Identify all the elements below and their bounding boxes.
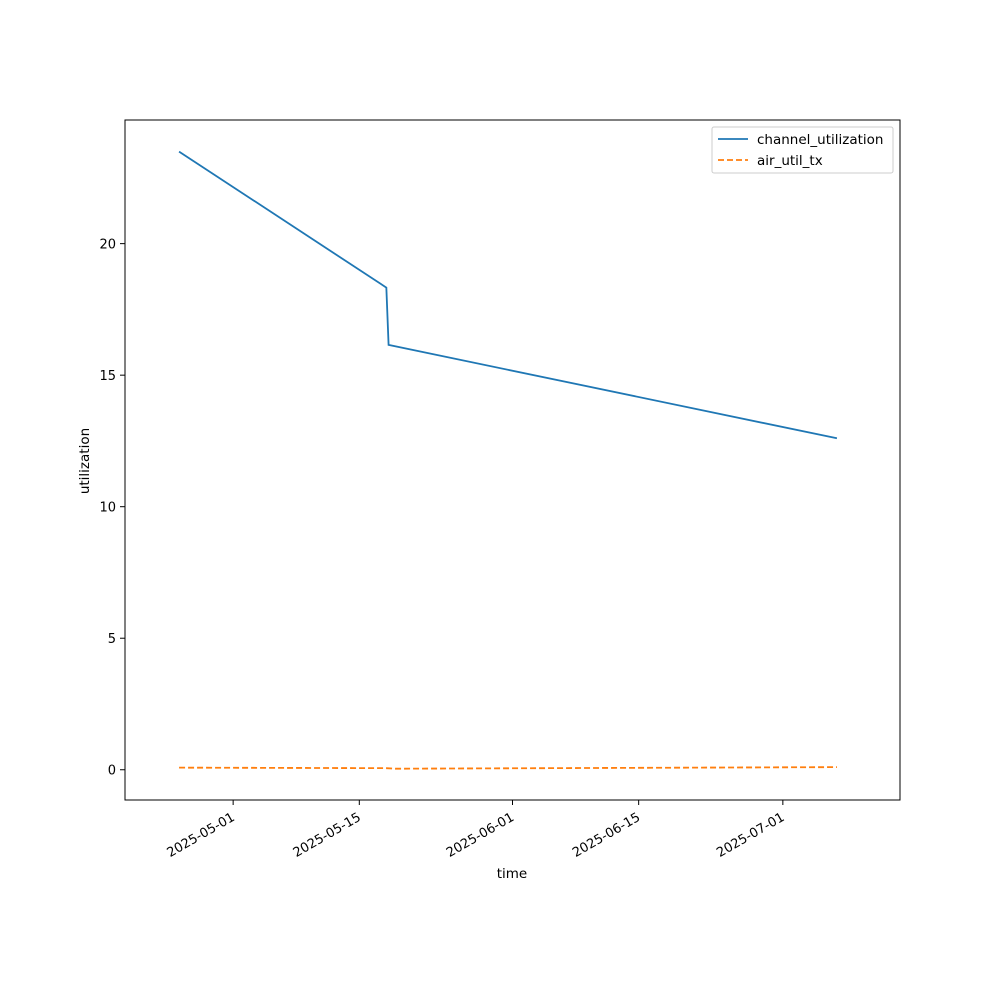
- x-tick-label: 2025-06-01: [444, 810, 517, 861]
- series-line-0: [178, 150, 838, 440]
- legend-label-0: channel_utilization: [757, 132, 884, 148]
- legend-label-1: air_util_tx: [757, 153, 823, 169]
- legend-box: [711, 126, 894, 174]
- y-axis: 0 5 10 15 20: [99, 238, 125, 779]
- x-tick-label: 2025-05-01: [165, 810, 238, 861]
- x-tick-label: 2025-05-15: [291, 810, 364, 861]
- y-tick-label: 0: [108, 764, 116, 779]
- y-tick-label: 15: [99, 369, 116, 384]
- legend: channel_utilization air_util_tx: [711, 126, 894, 174]
- y-axis-label: utilization: [77, 428, 93, 494]
- x-axis-label: time: [497, 866, 528, 882]
- x-tick-label: 2025-07-01: [714, 810, 787, 861]
- plot-frame: [124, 119, 901, 801]
- y-tick-label: 20: [99, 238, 116, 253]
- y-tick-label: 10: [99, 501, 116, 516]
- y-tick-label: 5: [108, 632, 116, 647]
- series-line-1: [179, 766, 837, 770]
- x-tick-label: 2025-06-15: [570, 810, 643, 861]
- x-axis: 2025-05-01 2025-05-15 2025-06-01 2025-06-15…: [165, 800, 787, 861]
- series-layer: [178, 150, 838, 770]
